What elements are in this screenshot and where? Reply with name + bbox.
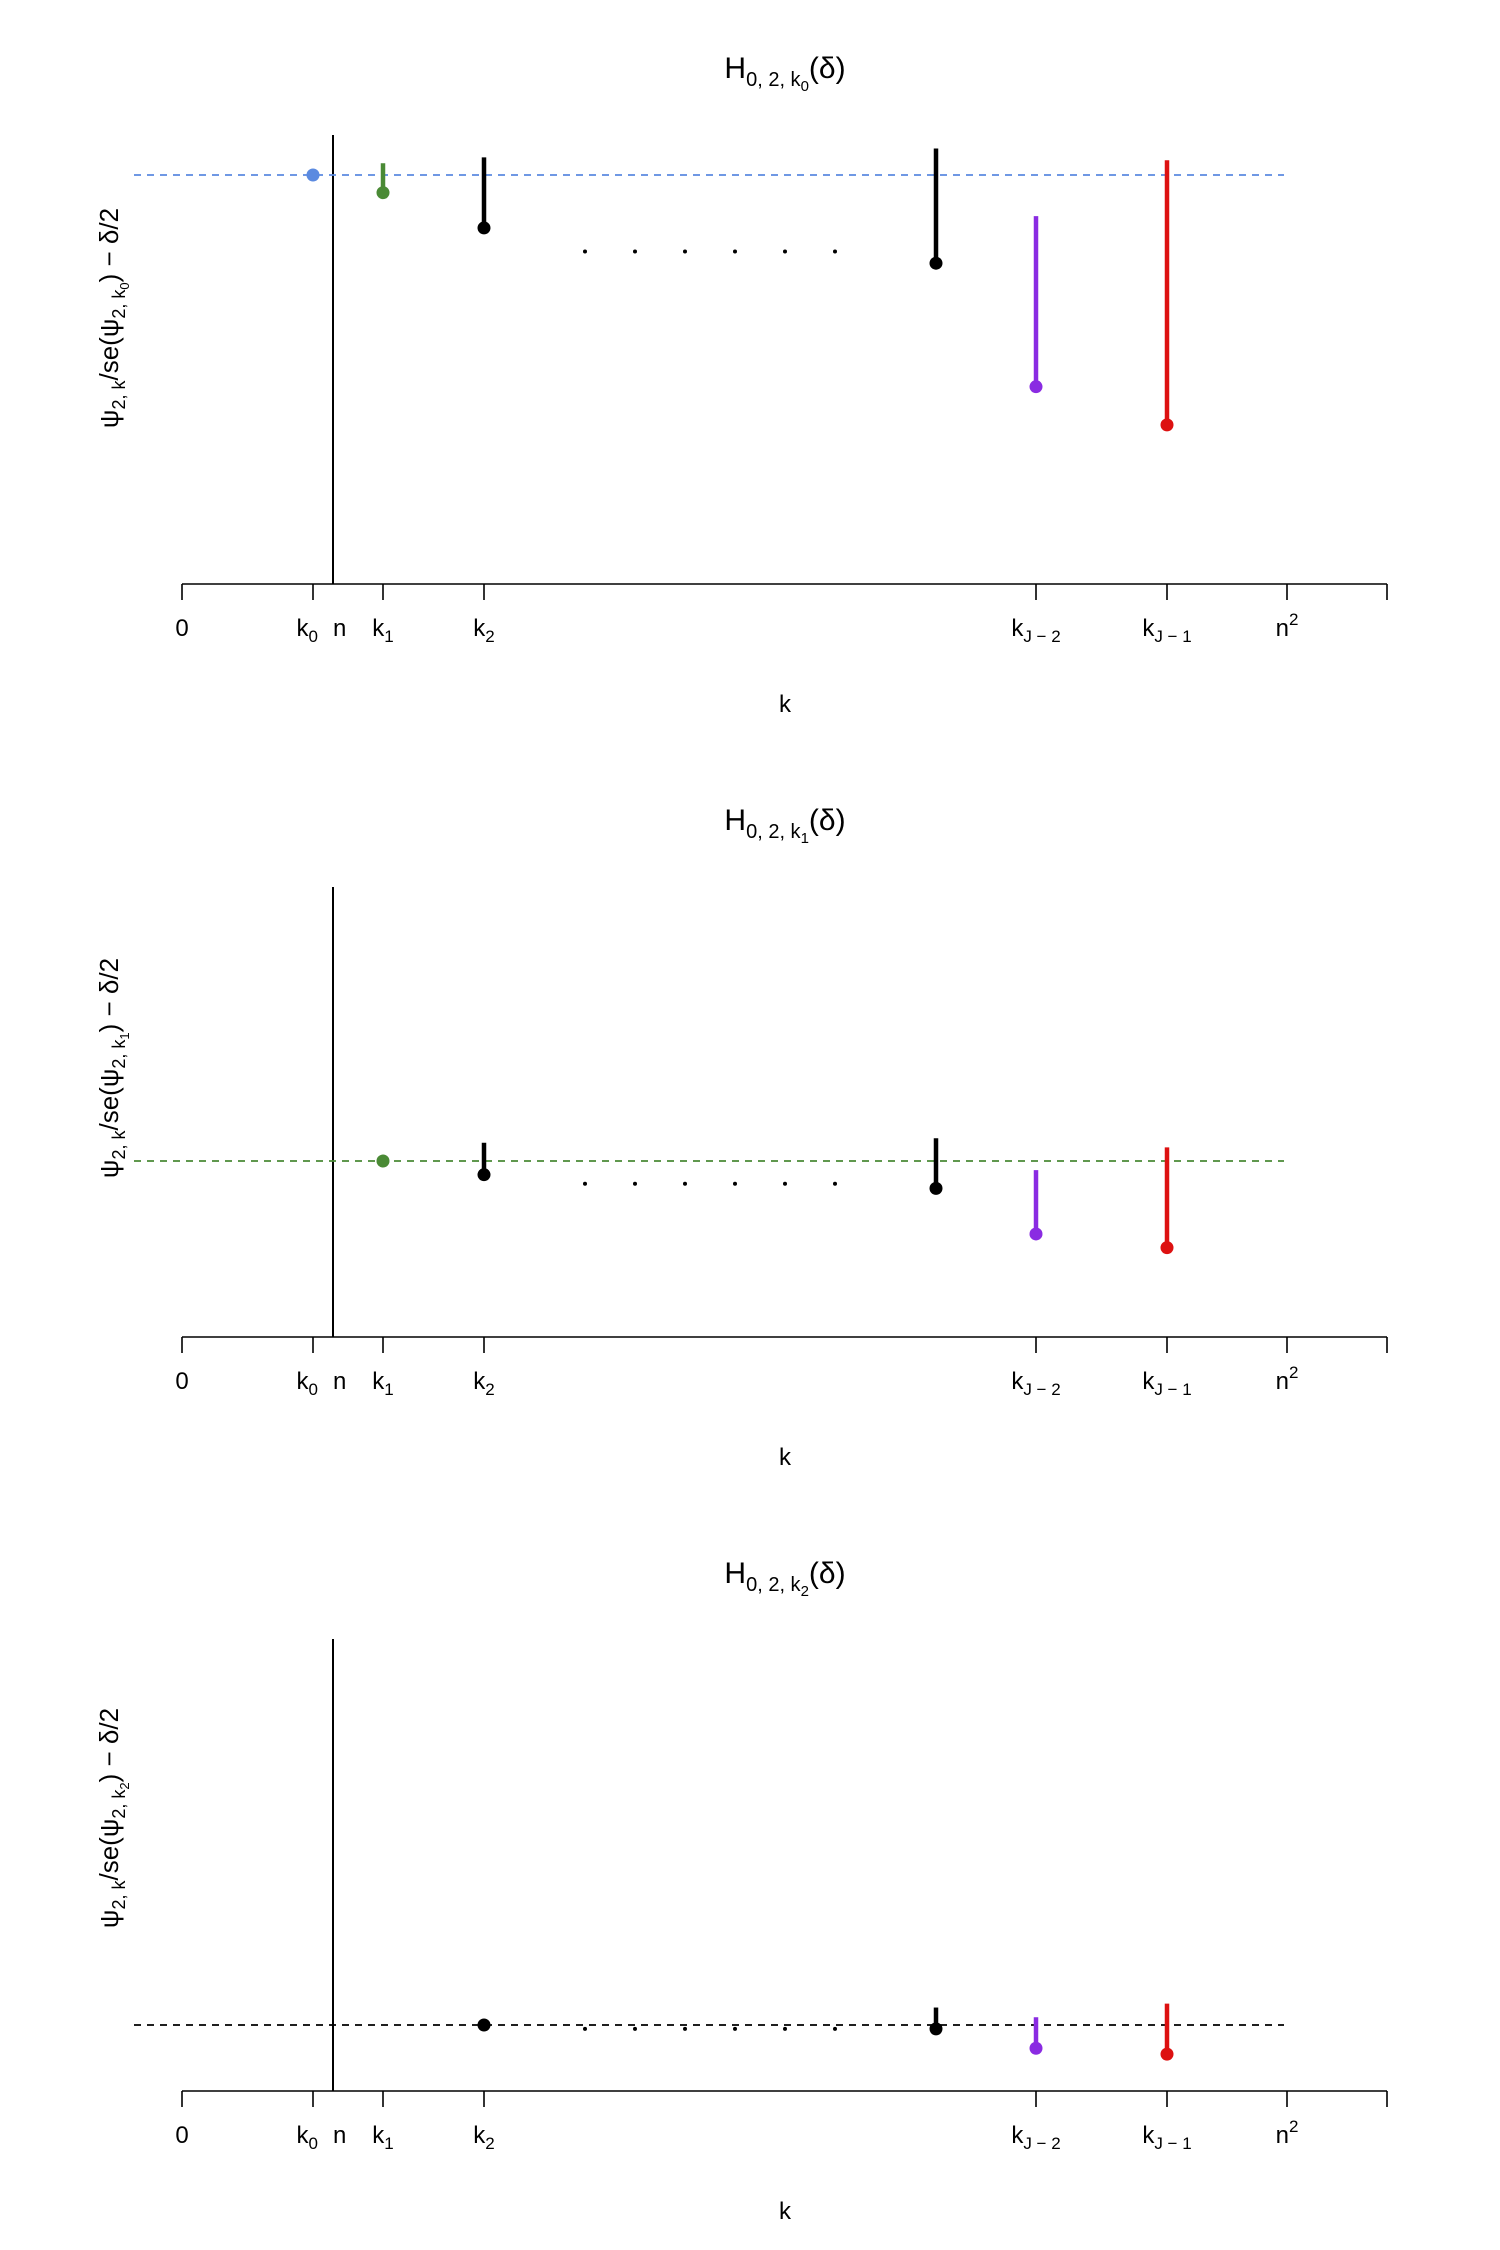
x-tick-label-k1: k1: [372, 1368, 393, 1399]
data-point-kJ-3: [929, 1181, 943, 1195]
x-tick-label-n: n: [333, 615, 346, 642]
x-tick-label-n2: n2: [1276, 610, 1299, 642]
ellipsis-dot: [583, 2026, 587, 2031]
x-tick-label-k2: k2: [473, 615, 494, 646]
ellipsis-dot: [733, 1181, 737, 1186]
y-axis-label: ψ2, k/se(ψ2, k1) − δ/2: [94, 958, 132, 1178]
y-axis-label: ψ2, k/se(ψ2, k0) − δ/2: [94, 208, 132, 428]
x-tick-label-n: n: [333, 2122, 346, 2149]
x-tick-label-n2: n2: [1276, 2117, 1299, 2149]
x-tick-label-k1: k1: [372, 2122, 393, 2153]
data-point-kJ-2: [1029, 2041, 1043, 2055]
x-tick-label-zero: 0: [175, 2122, 188, 2149]
data-point-kJ-2: [1029, 1227, 1043, 1241]
x-tick-label-kJ-1: kJ − 1: [1142, 1368, 1191, 1399]
chart-title: H0, 2, k0(δ): [724, 52, 845, 95]
x-tick-label-n2: n2: [1276, 1363, 1299, 1395]
chart-title: H0, 2, k1(δ): [724, 804, 845, 847]
ellipsis-dot: [783, 1181, 787, 1186]
ellipsis-dot: [583, 249, 587, 254]
x-tick-label-k0: k0: [297, 615, 318, 646]
ellipsis-dot: [633, 2026, 637, 2031]
y-axis-label: ψ2, k/se(ψ2, k2) − δ/2: [94, 1708, 132, 1928]
x-tick-label-kJ-2: kJ − 2: [1011, 2122, 1060, 2153]
data-point-k2: [477, 221, 491, 235]
ellipsis-dot: [783, 2026, 787, 2031]
data-point-k1: [376, 186, 390, 200]
chart-title: H0, 2, k2(δ): [724, 1557, 845, 1600]
data-point-kJ-1: [1160, 2047, 1174, 2061]
ellipsis-dot: [783, 249, 787, 254]
x-axis-label: k: [779, 2198, 792, 2225]
data-point-k2: [477, 1168, 491, 1182]
ellipsis-dot: [683, 2026, 687, 2031]
x-axis-label: k: [779, 1444, 792, 1471]
data-point-kJ-1: [1160, 1241, 1174, 1255]
reference-point: [477, 2018, 491, 2032]
chart-panel-3: H0, 2, k2(δ) ψ2, k/se(ψ2, k2) − δ/2 0 k0 n k1…: [94, 1557, 1388, 2225]
x-tick-label-kJ-2: kJ − 2: [1011, 615, 1060, 646]
chart-panel-1: H0, 2, k0(δ) ψ2, k/se(ψ2, k0) − δ/2 0 k0 n k1…: [94, 52, 1388, 718]
x-axis-label: k: [779, 691, 792, 718]
x-tick-label-kJ-1: kJ − 1: [1142, 2122, 1191, 2153]
x-tick-label-k0: k0: [297, 1368, 318, 1399]
ellipsis-dot: [833, 2026, 837, 2031]
x-tick-label-k0: k0: [297, 2122, 318, 2153]
ellipsis-dot: [633, 249, 637, 254]
x-tick-label-n: n: [333, 1368, 346, 1395]
ellipsis-dot: [833, 249, 837, 254]
data-point-kJ-2: [1029, 380, 1043, 394]
ellipsis-dot: [683, 249, 687, 254]
x-tick-label-k2: k2: [473, 2122, 494, 2153]
x-tick-label-zero: 0: [175, 1368, 188, 1395]
data-point-kJ-3: [929, 2022, 943, 2036]
ellipsis-dot: [733, 249, 737, 254]
ellipsis-dot: [683, 1181, 687, 1186]
x-tick-label-kJ-1: kJ − 1: [1142, 615, 1191, 646]
ellipsis-dot: [733, 2026, 737, 2031]
data-point-kJ-1: [1160, 418, 1174, 432]
ellipsis-dot: [633, 1181, 637, 1186]
x-tick-label-zero: 0: [175, 615, 188, 642]
ellipsis-dot: [583, 1181, 587, 1186]
ellipsis-dot: [833, 1181, 837, 1186]
chart-panel-2: H0, 2, k1(δ) ψ2, k/se(ψ2, k1) − δ/2 0 k0 n k1…: [94, 804, 1388, 1471]
x-tick-label-kJ-2: kJ − 2: [1011, 1368, 1060, 1399]
data-point-kJ-3: [929, 256, 943, 270]
reference-point: [376, 1154, 390, 1168]
x-tick-label-k1: k1: [372, 615, 393, 646]
reference-point: [306, 168, 320, 182]
x-tick-label-k2: k2: [473, 1368, 494, 1399]
